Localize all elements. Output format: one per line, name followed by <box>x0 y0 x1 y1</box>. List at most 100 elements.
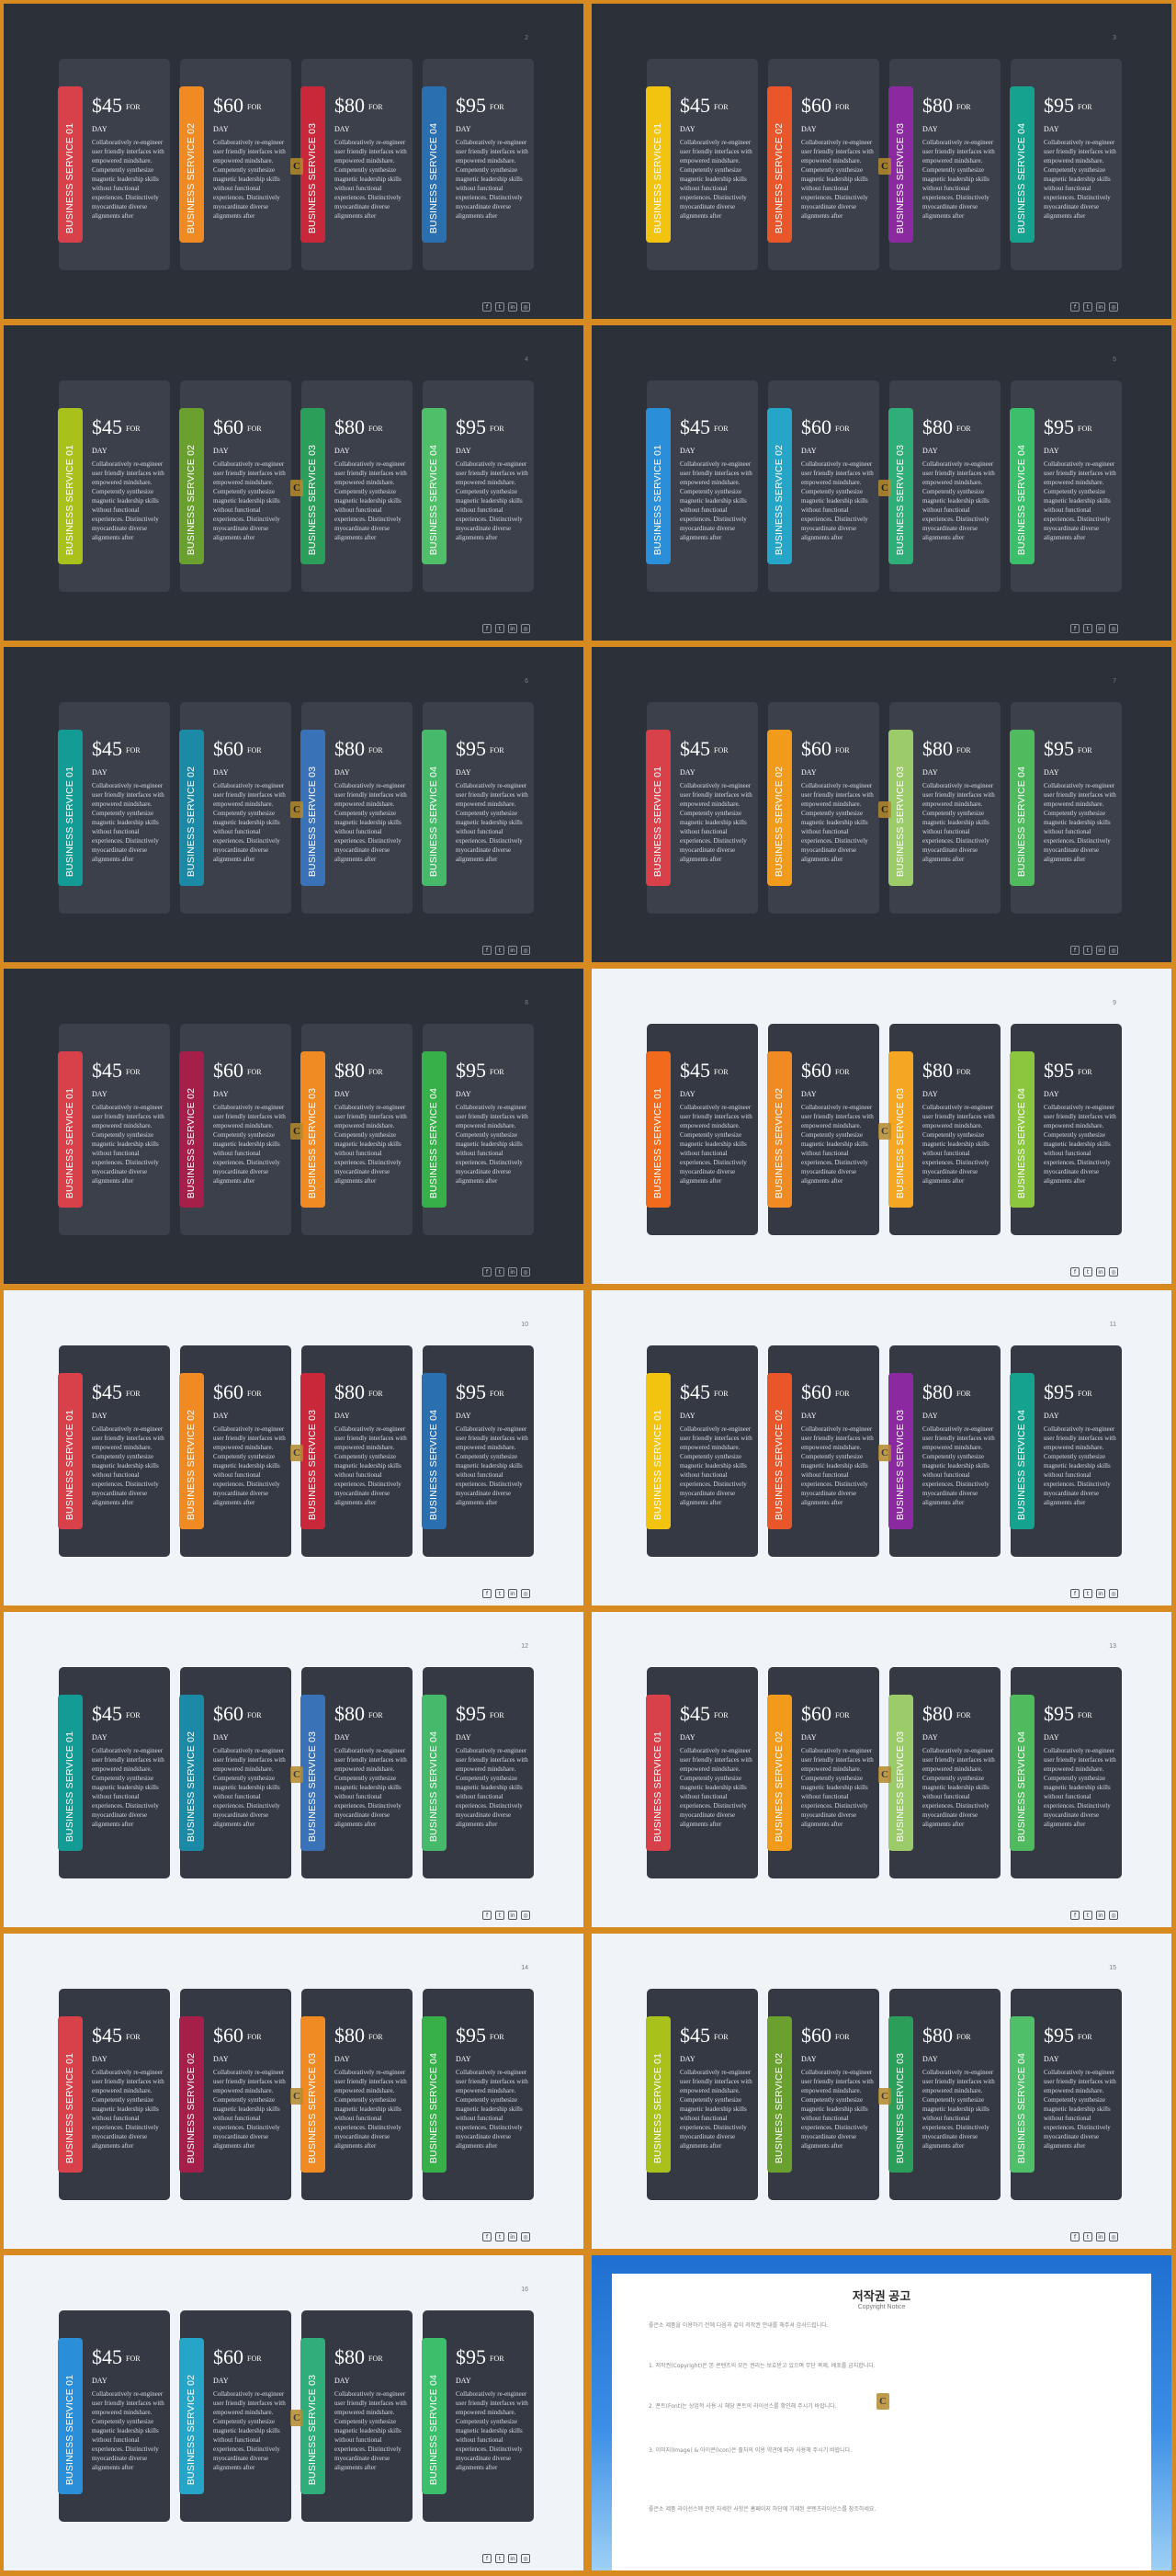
pricing-card: BUSINESS SERVICE 01 $45 FOR DAY Collaborativ… <box>58 1667 170 1878</box>
instagram-icon[interactable]: ◎ <box>1109 624 1118 633</box>
slide-thumbnail[interactable]: 16 BUSINESS SERVICE 01 $45 FOR DAY Collaborat… <box>4 2255 583 2570</box>
facebook-icon[interactable]: f <box>1070 624 1080 633</box>
linkedin-icon[interactable]: in <box>508 946 517 955</box>
facebook-icon[interactable]: f <box>1070 1911 1080 1920</box>
service-tab: BUSINESS SERVICE 01 <box>58 1051 83 1208</box>
twitter-icon[interactable]: t <box>495 946 504 955</box>
slide-thumbnail[interactable]: 12 BUSINESS SERVICE 01 $45 FOR DAY Collaborat… <box>4 1612 583 1927</box>
service-label: BUSINESS SERVICE 01 <box>64 122 75 234</box>
price-amount: $95 <box>456 1059 486 1082</box>
slide-thumbnail[interactable]: 2 BUSINESS SERVICE 01 $45 FOR DAY Collaborati… <box>4 4 583 319</box>
facebook-icon[interactable]: f <box>482 302 492 312</box>
instagram-icon[interactable]: ◎ <box>521 1911 530 1920</box>
facebook-icon[interactable]: f <box>482 2554 492 2563</box>
twitter-icon[interactable]: t <box>1083 1267 1092 1277</box>
twitter-icon[interactable]: t <box>1083 2232 1092 2241</box>
linkedin-icon[interactable]: in <box>508 624 517 633</box>
slide-thumbnail[interactable]: 10 BUSINESS SERVICE 01 $45 FOR DAY Collaborat… <box>4 1290 583 1606</box>
instagram-icon[interactable]: ◎ <box>1109 946 1118 955</box>
price-period: DAY <box>334 1412 350 1420</box>
twitter-icon[interactable]: t <box>495 1911 504 1920</box>
instagram-icon[interactable]: ◎ <box>521 302 530 312</box>
facebook-icon[interactable]: f <box>482 1589 492 1598</box>
social-links: f t in ◎ <box>1070 946 1118 955</box>
service-label: BUSINESS SERVICE 03 <box>307 1731 318 1843</box>
linkedin-icon[interactable]: in <box>508 1911 517 1920</box>
twitter-icon[interactable]: t <box>1083 624 1092 633</box>
facebook-icon[interactable]: f <box>1070 1589 1080 1598</box>
facebook-icon[interactable]: f <box>1070 946 1080 955</box>
slide-thumbnail[interactable]: 7 BUSINESS SERVICE 01 $45 FOR DAY Collaborati… <box>592 647 1171 962</box>
service-label: BUSINESS SERVICE 02 <box>774 1409 785 1521</box>
twitter-icon[interactable]: t <box>1083 302 1092 312</box>
linkedin-icon[interactable]: in <box>1096 624 1105 633</box>
linkedin-icon[interactable]: in <box>1096 302 1105 312</box>
facebook-icon[interactable]: f <box>482 1911 492 1920</box>
service-tab: BUSINESS SERVICE 04 <box>1010 1373 1035 1529</box>
instagram-icon[interactable]: ◎ <box>521 1267 530 1277</box>
twitter-icon[interactable]: t <box>495 302 504 312</box>
service-description: Collaboratively re-engineer user friendl… <box>922 1104 995 1185</box>
slide-thumbnail[interactable]: 13 BUSINESS SERVICE 01 $45 FOR DAY Collaborat… <box>592 1612 1171 1927</box>
instagram-icon[interactable]: ◎ <box>1109 2232 1118 2241</box>
pricing-card: BUSINESS SERVICE 03 $80 FOR DAY Collaborativ… <box>300 1345 413 1557</box>
instagram-icon[interactable]: ◎ <box>1109 1267 1118 1277</box>
price-unit: FOR <box>714 1390 729 1398</box>
instagram-icon[interactable]: ◎ <box>1109 302 1118 312</box>
pricing-card: BUSINESS SERVICE 01 $45 FOR DAY Collaborativ… <box>58 1989 170 2200</box>
slide-thumbnail[interactable]: 4 BUSINESS SERVICE 01 $45 FOR DAY Collaborati… <box>4 325 583 641</box>
twitter-icon[interactable]: t <box>1083 946 1092 955</box>
instagram-icon[interactable]: ◎ <box>521 624 530 633</box>
facebook-icon[interactable]: f <box>1070 302 1080 312</box>
twitter-icon[interactable]: t <box>1083 1911 1092 1920</box>
twitter-icon[interactable]: t <box>495 2554 504 2563</box>
facebook-icon[interactable]: f <box>482 2232 492 2241</box>
facebook-icon[interactable]: f <box>1070 2232 1080 2241</box>
instagram-icon[interactable]: ◎ <box>1109 1911 1118 1920</box>
pricing-card: BUSINESS SERVICE 04 $95 FOR DAY Collaborativ… <box>1010 702 1122 914</box>
copyright-slide[interactable]: 저작권 공고 Copyright Notice 좋은소 제품을 이용하기 전에 다음… <box>592 2255 1171 2570</box>
twitter-icon[interactable]: t <box>495 2232 504 2241</box>
slide-thumbnail[interactable]: 9 BUSINESS SERVICE 01 $45 FOR DAY Collaborati… <box>592 969 1171 1284</box>
instagram-icon[interactable]: ◎ <box>521 2554 530 2563</box>
instagram-icon[interactable]: ◎ <box>521 2232 530 2241</box>
instagram-icon[interactable]: ◎ <box>521 946 530 955</box>
facebook-icon[interactable]: f <box>482 946 492 955</box>
slide-thumbnail[interactable]: 6 BUSINESS SERVICE 01 $45 FOR DAY Collaborati… <box>4 647 583 962</box>
linkedin-icon[interactable]: in <box>1096 946 1105 955</box>
price-period: DAY <box>1044 1090 1059 1098</box>
facebook-icon[interactable]: f <box>1070 1267 1080 1277</box>
price: $60 FOR <box>213 415 262 439</box>
service-description: Collaboratively re-engineer user friendl… <box>213 1425 286 1506</box>
linkedin-icon[interactable]: in <box>1096 1911 1105 1920</box>
slide-thumbnail[interactable]: 8 BUSINESS SERVICE 01 $45 FOR DAY Collaborati… <box>4 969 583 1284</box>
linkedin-icon[interactable]: in <box>508 1589 517 1598</box>
price-amount: $45 <box>92 1059 122 1082</box>
linkedin-icon[interactable]: in <box>1096 1589 1105 1598</box>
service-tab: BUSINESS SERVICE 02 <box>179 1695 204 1851</box>
twitter-icon[interactable]: t <box>1083 1589 1092 1598</box>
slide-thumbnail[interactable]: 3 BUSINESS SERVICE 01 $45 FOR DAY Collaborati… <box>592 4 1171 319</box>
slide-thumbnail[interactable]: 15 BUSINESS SERVICE 01 $45 FOR DAY Collaborat… <box>592 1934 1171 2249</box>
twitter-icon[interactable]: t <box>495 1267 504 1277</box>
slide-thumbnail[interactable]: 5 BUSINESS SERVICE 01 $45 FOR DAY Collaborati… <box>592 325 1171 641</box>
service-description: Collaboratively re-engineer user friendl… <box>801 782 874 863</box>
linkedin-icon[interactable]: in <box>508 2232 517 2241</box>
linkedin-icon[interactable]: in <box>1096 1267 1105 1277</box>
linkedin-icon[interactable]: in <box>508 2554 517 2563</box>
instagram-icon[interactable]: ◎ <box>521 1589 530 1598</box>
linkedin-icon[interactable]: in <box>508 1267 517 1277</box>
twitter-icon[interactable]: t <box>495 1589 504 1598</box>
linkedin-icon[interactable]: in <box>1096 2232 1105 2241</box>
twitter-icon[interactable]: t <box>495 624 504 633</box>
service-tab: BUSINESS SERVICE 04 <box>422 408 447 564</box>
price-amount: $60 <box>801 1059 831 1082</box>
pricing-card: BUSINESS SERVICE 04 $95 FOR DAY Collaborativ… <box>1010 1024 1122 1235</box>
facebook-icon[interactable]: f <box>482 624 492 633</box>
instagram-icon[interactable]: ◎ <box>1109 1589 1118 1598</box>
facebook-icon[interactable]: f <box>482 1267 492 1277</box>
linkedin-icon[interactable]: in <box>508 302 517 312</box>
slide-thumbnail[interactable]: 11 BUSINESS SERVICE 01 $45 FOR DAY Collaborat… <box>592 1290 1171 1606</box>
price: $45 FOR <box>92 2345 141 2369</box>
slide-thumbnail[interactable]: 14 BUSINESS SERVICE 01 $45 FOR DAY Collaborat… <box>4 1934 583 2249</box>
